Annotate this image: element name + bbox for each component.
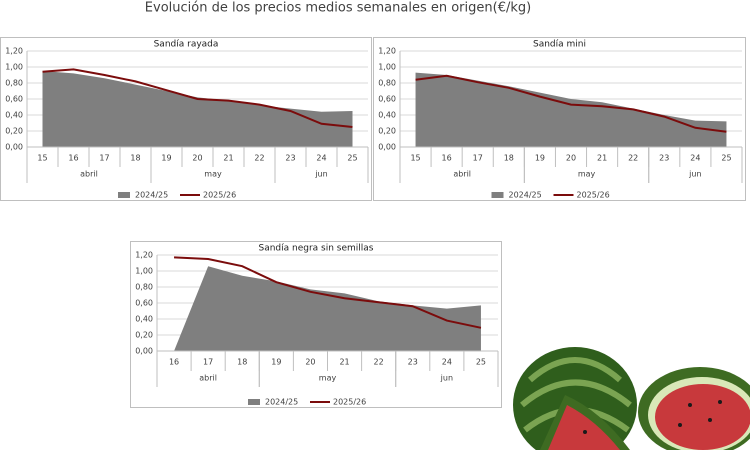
x-tick-label: 15 <box>37 154 47 163</box>
y-tick-label: 0,60 <box>5 95 23 104</box>
month-label: abril <box>453 170 471 179</box>
month-label: abril <box>199 374 217 383</box>
x-tick-label: 17 <box>99 154 109 163</box>
y-tick-label: 1,20 <box>378 47 396 56</box>
x-tick-label: 24 <box>690 154 700 163</box>
x-tick-label: 21 <box>223 154 233 163</box>
month-label: jun <box>688 170 701 179</box>
x-tick-label: 24 <box>442 358 452 367</box>
x-tick-label: 25 <box>347 154 357 163</box>
chart: Sandía rayada 0,00 0,20 0,40 0,60 0,80 1,00 1,2… <box>0 37 372 201</box>
chart: Sandía mini 0,00 0,20 0,40 0,60 0,80 1,00 1,20 1… <box>373 37 746 201</box>
x-tick-label: 17 <box>203 358 213 367</box>
y-tick-label: 0,00 <box>135 347 153 356</box>
y-tick-label: 0,80 <box>135 283 153 292</box>
y-tick-label: 0,00 <box>378 143 396 152</box>
legend-label: 2024/25 <box>265 398 298 407</box>
y-tick-label: 0,20 <box>135 331 153 340</box>
x-tick-label: 16 <box>442 154 452 163</box>
y-tick-label: 1,00 <box>378 63 396 72</box>
x-tick-label: 23 <box>659 154 669 163</box>
x-tick-label: 18 <box>130 154 140 163</box>
legend-label: 2024/25 <box>509 191 542 200</box>
y-tick-label: 1,20 <box>135 251 153 260</box>
x-tick-label: 22 <box>628 154 638 163</box>
chart-title: Sandía rayada <box>154 40 219 50</box>
x-tick-label: 24 <box>316 154 326 163</box>
y-tick-label: 0,40 <box>5 111 23 120</box>
chart: Sandía negra sin semillas 0,00 0,20 0,40 0,6… <box>130 241 502 408</box>
y-tick-label: 0,80 <box>378 79 396 88</box>
x-tick-label: 23 <box>408 358 418 367</box>
month-label: jun <box>314 170 327 179</box>
y-tick-label: 1,00 <box>5 63 23 72</box>
watermelon-image <box>513 347 750 450</box>
month-label: jun <box>440 374 453 383</box>
y-tick-label: 1,20 <box>5 47 23 56</box>
y-tick-label: 0,40 <box>378 111 396 120</box>
page-title: Evolución de los precios medios semanale… <box>145 1 531 16</box>
x-tick-label: 22 <box>374 358 384 367</box>
chart-title: Sandía negra sin semillas <box>258 244 373 254</box>
x-tick-label: 20 <box>192 154 202 163</box>
legend-label: 2025/26 <box>333 398 366 407</box>
y-tick-label: 0,20 <box>5 127 23 136</box>
x-tick-label: 16 <box>68 154 78 163</box>
x-tick-label: 21 <box>339 358 349 367</box>
month-label: may <box>319 374 337 383</box>
y-tick-label: 0,00 <box>5 143 23 152</box>
x-tick-label: 19 <box>161 154 171 163</box>
x-tick-label: 25 <box>721 154 731 163</box>
x-tick-label: 17 <box>473 154 483 163</box>
legend-swatch <box>491 192 504 198</box>
x-tick-label: 18 <box>504 154 514 163</box>
area <box>42 71 353 147</box>
chart-title: Sandía mini <box>533 40 586 50</box>
x-tick-label: 20 <box>305 358 315 367</box>
area <box>415 72 727 147</box>
legend-label: 2025/26 <box>203 191 236 200</box>
legend-swatch <box>248 399 260 405</box>
x-tick-label: 19 <box>271 358 281 367</box>
y-tick-label: 1,00 <box>135 267 153 276</box>
y-tick-label: 0,40 <box>135 315 153 324</box>
line <box>415 74 727 133</box>
legend-swatch <box>118 192 130 198</box>
x-tick-label: 21 <box>597 154 607 163</box>
x-tick-label: 22 <box>254 154 264 163</box>
y-tick-label: 0,80 <box>5 79 23 88</box>
y-tick-label: 0,60 <box>135 299 153 308</box>
x-tick-label: 23 <box>285 154 295 163</box>
month-label: may <box>578 170 596 179</box>
x-tick-label: 20 <box>566 154 576 163</box>
area <box>174 266 481 351</box>
x-tick-label: 15 <box>410 154 420 163</box>
legend-label: 2024/25 <box>135 191 168 200</box>
x-tick-label: 25 <box>476 358 486 367</box>
x-tick-label: 18 <box>237 358 247 367</box>
month-label: may <box>204 170 222 179</box>
y-tick-label: 0,20 <box>378 127 396 136</box>
x-tick-label: 19 <box>535 154 545 163</box>
y-tick-label: 0,60 <box>378 95 396 104</box>
month-label: abril <box>80 170 98 179</box>
line <box>42 68 353 128</box>
x-tick-label: 16 <box>169 358 179 367</box>
legend-label: 2025/26 <box>577 191 610 200</box>
line <box>174 256 482 329</box>
